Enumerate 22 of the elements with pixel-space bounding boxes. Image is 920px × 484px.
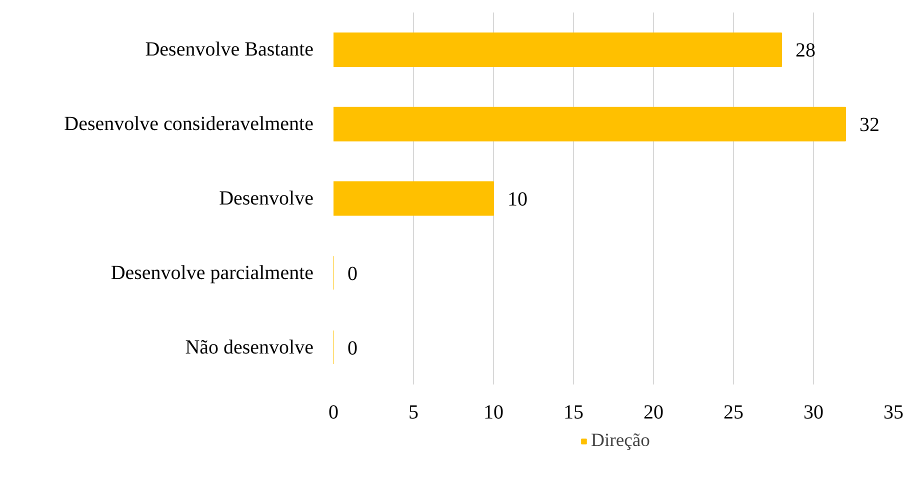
- y-tick-label: Desenvolve consideravelmente: [64, 113, 314, 136]
- x-tick-label: 0: [328, 402, 338, 424]
- data-label: 28: [796, 40, 816, 62]
- x-tick-label: 35: [884, 402, 904, 424]
- y-tick-label: Desenvolve Bastante: [145, 38, 314, 61]
- bar: [334, 106, 846, 142]
- data-label: 0: [348, 337, 358, 360]
- bar: [334, 32, 782, 67]
- data-label: 0: [348, 262, 358, 285]
- x-tick-label: 15: [564, 402, 584, 424]
- x-tick-label: 20: [644, 402, 664, 424]
- y-tick-label: Desenvolve parcialmente: [110, 262, 314, 284]
- x-tick-label: 25: [724, 402, 744, 424]
- legend-label: Direção: [590, 430, 650, 452]
- bar: [334, 181, 494, 216]
- x-tick-label: 30: [804, 402, 824, 424]
- y-tick-label: Não desenvolve: [185, 336, 314, 358]
- x-tick-label: 10: [484, 402, 504, 424]
- y-tick-label: Desenvolve: [219, 188, 314, 210]
- data-label: 10: [508, 188, 528, 210]
- data-label: 32: [860, 114, 880, 136]
- x-tick-label: 5: [408, 402, 418, 424]
